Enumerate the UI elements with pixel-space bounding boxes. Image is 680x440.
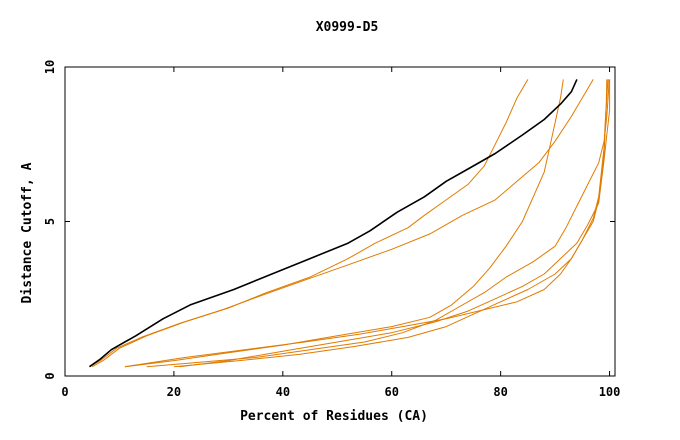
x-axis-label: Percent of Residues (CA) — [240, 409, 428, 424]
ticks-layer: 0 20 40 60 80 100 0 5 10 — [43, 60, 620, 399]
series-line-3 — [124, 79, 564, 368]
y-tick-label: 5 — [43, 218, 57, 225]
series-line-7 — [179, 79, 611, 368]
series-line-highlight — [89, 79, 578, 368]
y-axis-label: Distance Cutoff, A — [20, 162, 35, 303]
series-line-6 — [124, 79, 608, 368]
x-tick-label: 60 — [385, 385, 399, 399]
chart-title: X0999-D5 — [316, 20, 379, 35]
x-tick-label: 40 — [276, 385, 290, 399]
y-tick-label: 10 — [43, 60, 57, 74]
plot-frame — [64, 66, 616, 377]
x-tick-label: 20 — [167, 385, 181, 399]
series-layer — [89, 79, 611, 368]
y-tick-label: 0 — [43, 372, 57, 379]
series-line-2 — [89, 79, 594, 368]
series-line-5 — [173, 79, 609, 368]
x-tick-label: 100 — [599, 385, 621, 399]
series-line-4 — [146, 79, 610, 368]
x-tick-label: 80 — [493, 385, 507, 399]
x-tick-label: 0 — [61, 385, 68, 399]
series-line-1 — [91, 79, 529, 368]
